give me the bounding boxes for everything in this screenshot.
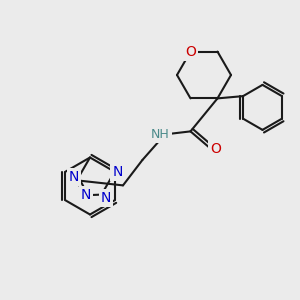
Text: N: N [101,190,111,205]
Text: O: O [185,45,196,58]
Text: N: N [69,170,79,184]
Text: NH: NH [151,128,170,141]
Text: N: N [81,188,91,202]
Text: O: O [211,142,221,156]
Text: N: N [112,165,123,179]
